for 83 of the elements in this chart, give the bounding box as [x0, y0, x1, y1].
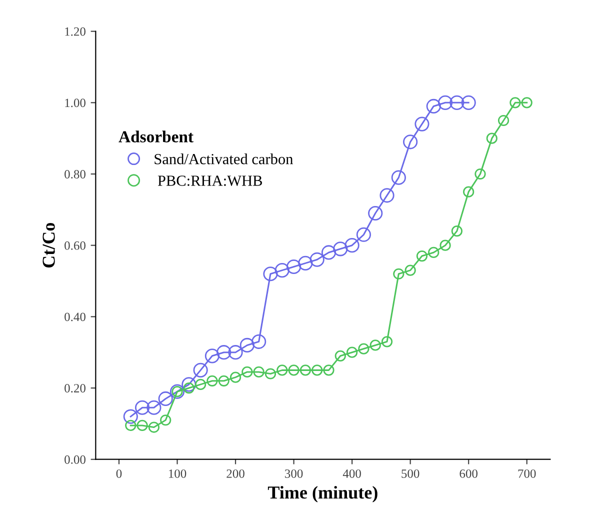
point — [125, 420, 136, 432]
point — [312, 364, 323, 376]
point — [440, 240, 451, 251]
point — [334, 350, 346, 362]
legend-title: Adsorbent — [118, 130, 194, 142]
point — [426, 98, 441, 114]
point — [228, 345, 243, 360]
point — [521, 97, 532, 108]
point — [438, 95, 453, 110]
point — [461, 95, 476, 110]
point — [414, 116, 430, 132]
x-tick-label: 500 — [402, 469, 420, 478]
point — [310, 252, 324, 267]
point — [321, 245, 336, 260]
x-tick-label: 100 — [168, 469, 186, 478]
y-tick-label: 0.00 — [64, 455, 86, 464]
point — [263, 266, 278, 282]
point — [300, 364, 311, 376]
point — [195, 378, 206, 390]
point — [450, 95, 464, 110]
x-axis-title: Time (minute) — [268, 486, 378, 502]
point — [510, 97, 521, 108]
x-tick-label: 700 — [518, 469, 536, 478]
y-tick-label: 1.00 — [65, 98, 86, 108]
x-tick-label: 600 — [460, 469, 478, 478]
point — [146, 400, 162, 415]
x-tick-label: 200 — [226, 469, 244, 478]
point — [123, 409, 138, 424]
point — [346, 346, 358, 358]
y-axis-title: Ct/Co — [42, 222, 55, 268]
y-tick-label: 0.20 — [64, 384, 86, 393]
point — [230, 372, 242, 383]
point — [136, 420, 148, 432]
point — [463, 186, 474, 198]
point — [474, 168, 486, 180]
point — [183, 382, 194, 394]
y-tick-label: 0.60 — [64, 241, 86, 250]
point — [286, 259, 302, 274]
point — [486, 132, 498, 144]
point — [498, 114, 510, 126]
point — [368, 206, 383, 221]
point — [298, 256, 313, 270]
point — [216, 345, 232, 360]
point — [451, 226, 462, 237]
point — [206, 375, 218, 386]
point — [381, 336, 393, 348]
point — [274, 263, 290, 278]
x-tick-label: 400 — [342, 469, 361, 478]
x-tick-label: 0 — [116, 469, 122, 478]
y-tick-label: 0.40 — [64, 312, 86, 322]
legend-label: Sand/Activated carbon — [154, 154, 293, 164]
point — [416, 250, 428, 262]
point — [403, 134, 418, 150]
point — [240, 338, 254, 353]
y-tick-label: 0.80 — [64, 170, 86, 179]
point — [252, 334, 266, 349]
point — [344, 238, 360, 253]
point — [276, 364, 288, 376]
point — [356, 227, 371, 242]
point — [242, 366, 253, 378]
point — [358, 343, 370, 354]
point — [204, 348, 220, 364]
point — [370, 340, 381, 351]
point — [218, 375, 230, 386]
point — [393, 268, 404, 280]
point — [264, 368, 276, 380]
point — [428, 246, 440, 258]
point — [404, 264, 416, 276]
point — [253, 366, 264, 378]
point — [158, 391, 173, 406]
legend-label: PBC:RHA:WHB — [158, 176, 262, 186]
y-tick-label: 1.20 — [65, 27, 86, 36]
point — [193, 362, 208, 378]
point — [135, 400, 150, 415]
point — [148, 422, 160, 433]
point — [380, 188, 394, 203]
point — [182, 377, 196, 392]
point — [323, 364, 334, 376]
point — [333, 242, 348, 256]
x-tick-label: 300 — [285, 469, 303, 478]
point — [391, 170, 406, 185]
point — [160, 414, 172, 426]
point — [288, 364, 300, 376]
